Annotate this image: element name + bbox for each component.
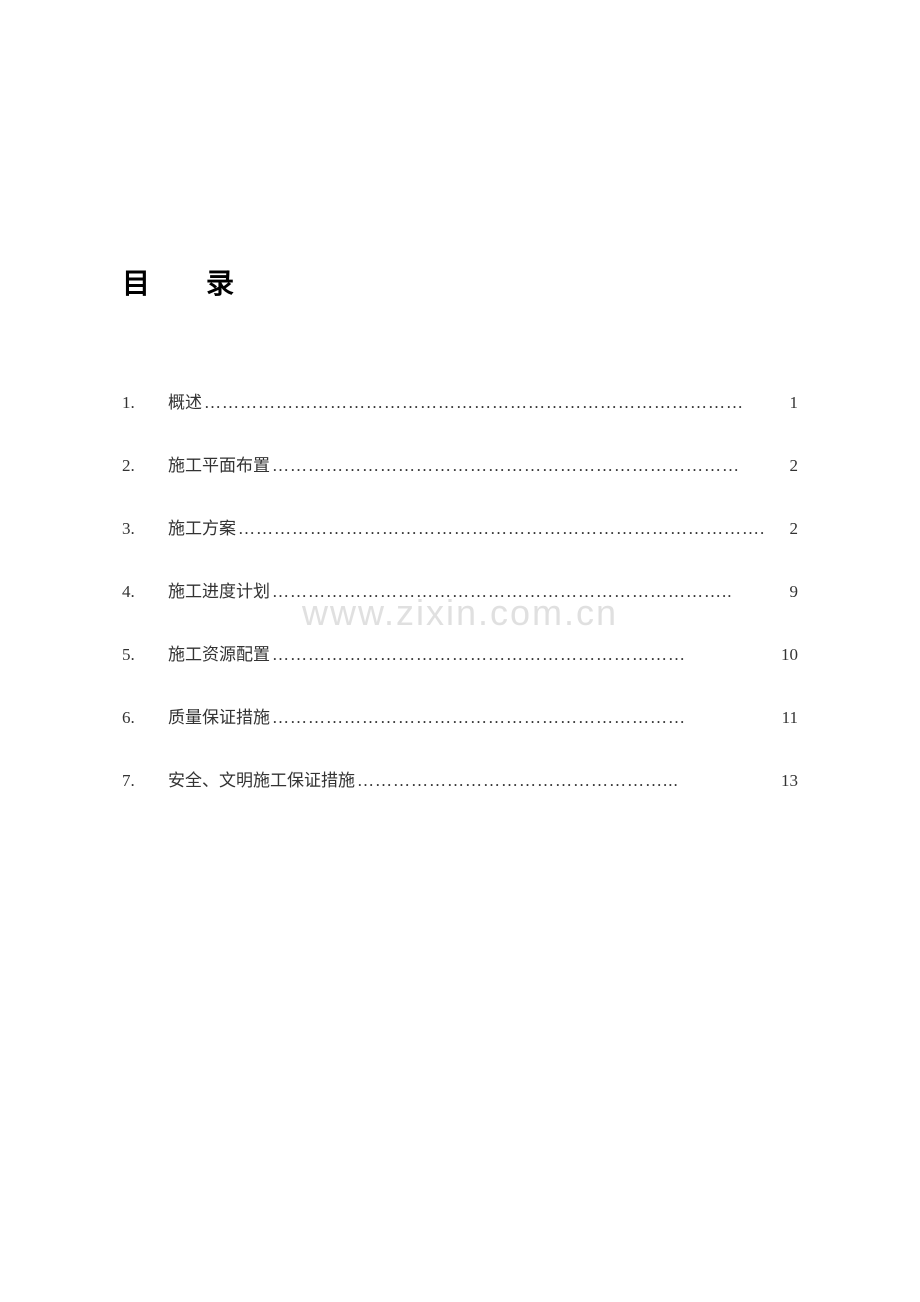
page-container: 目录 1. 概述 ……………………………………………………………………………… … (0, 0, 920, 791)
toc-item-leader: …………………………………………………………… (270, 645, 781, 665)
toc-item-number: 2. (122, 456, 168, 476)
toc-item-title: 安全、文明施工保证措施 (168, 766, 355, 791)
toc-item-page: 1 (790, 393, 799, 413)
toc-item-page: 13 (781, 771, 798, 791)
toc-item-title: 质量保证措施 (168, 703, 270, 728)
toc-item: 2. 施工平面布置 …………………………………………………………………… 2 (122, 451, 798, 476)
toc-item: 4. 施工进度计划 ………………………………………………………………….. 9 (122, 577, 798, 602)
toc-item-leader: ………………………………………………………………….. (270, 582, 790, 602)
toc-item-title: 施工平面布置 (168, 451, 270, 476)
toc-item-title: 施工方案 (168, 514, 236, 539)
toc-item-page: 2 (790, 456, 799, 476)
toc-item-leader: ……………………………………………………………………………. (236, 519, 790, 539)
toc-item-title: 施工资源配置 (168, 640, 270, 665)
toc-item-page: 10 (781, 645, 798, 665)
toc-item: 6. 质量保证措施 …………………………………………………………… 11 (122, 703, 798, 728)
toc-item-leader: ……………………………………………………………………………… (202, 393, 790, 413)
toc-item-number: 4. (122, 582, 168, 602)
toc-item: 5. 施工资源配置 …………………………………………………………… 10 (122, 640, 798, 665)
toc-item-page: 2 (790, 519, 799, 539)
toc-item-number: 6. (122, 708, 168, 728)
toc-item-title: 施工进度计划 (168, 577, 270, 602)
toc-item: 3. 施工方案 ……………………………………………………………………………. 2 (122, 514, 798, 539)
toc-item: 7. 安全、文明施工保证措施 ……………………………………………... 13 (122, 766, 798, 791)
toc-item-leader: …………………………………………………………… (270, 708, 782, 728)
toc-item-number: 3. (122, 519, 168, 539)
toc-item-title: 概述 (168, 388, 202, 413)
toc-item-number: 1. (122, 393, 168, 413)
toc-item-leader: ……………………………………………... (355, 771, 781, 791)
toc-item-leader: …………………………………………………………………… (270, 456, 790, 476)
toc-item: 1. 概述 ……………………………………………………………………………… 1 (122, 388, 798, 413)
toc-item-number: 5. (122, 645, 168, 665)
toc-heading: 目录 (122, 262, 798, 302)
toc-list: 1. 概述 ……………………………………………………………………………… 1 2… (122, 388, 798, 791)
toc-item-page: 9 (790, 582, 799, 602)
toc-item-number: 7. (122, 771, 168, 791)
toc-item-page: 11 (782, 708, 798, 728)
